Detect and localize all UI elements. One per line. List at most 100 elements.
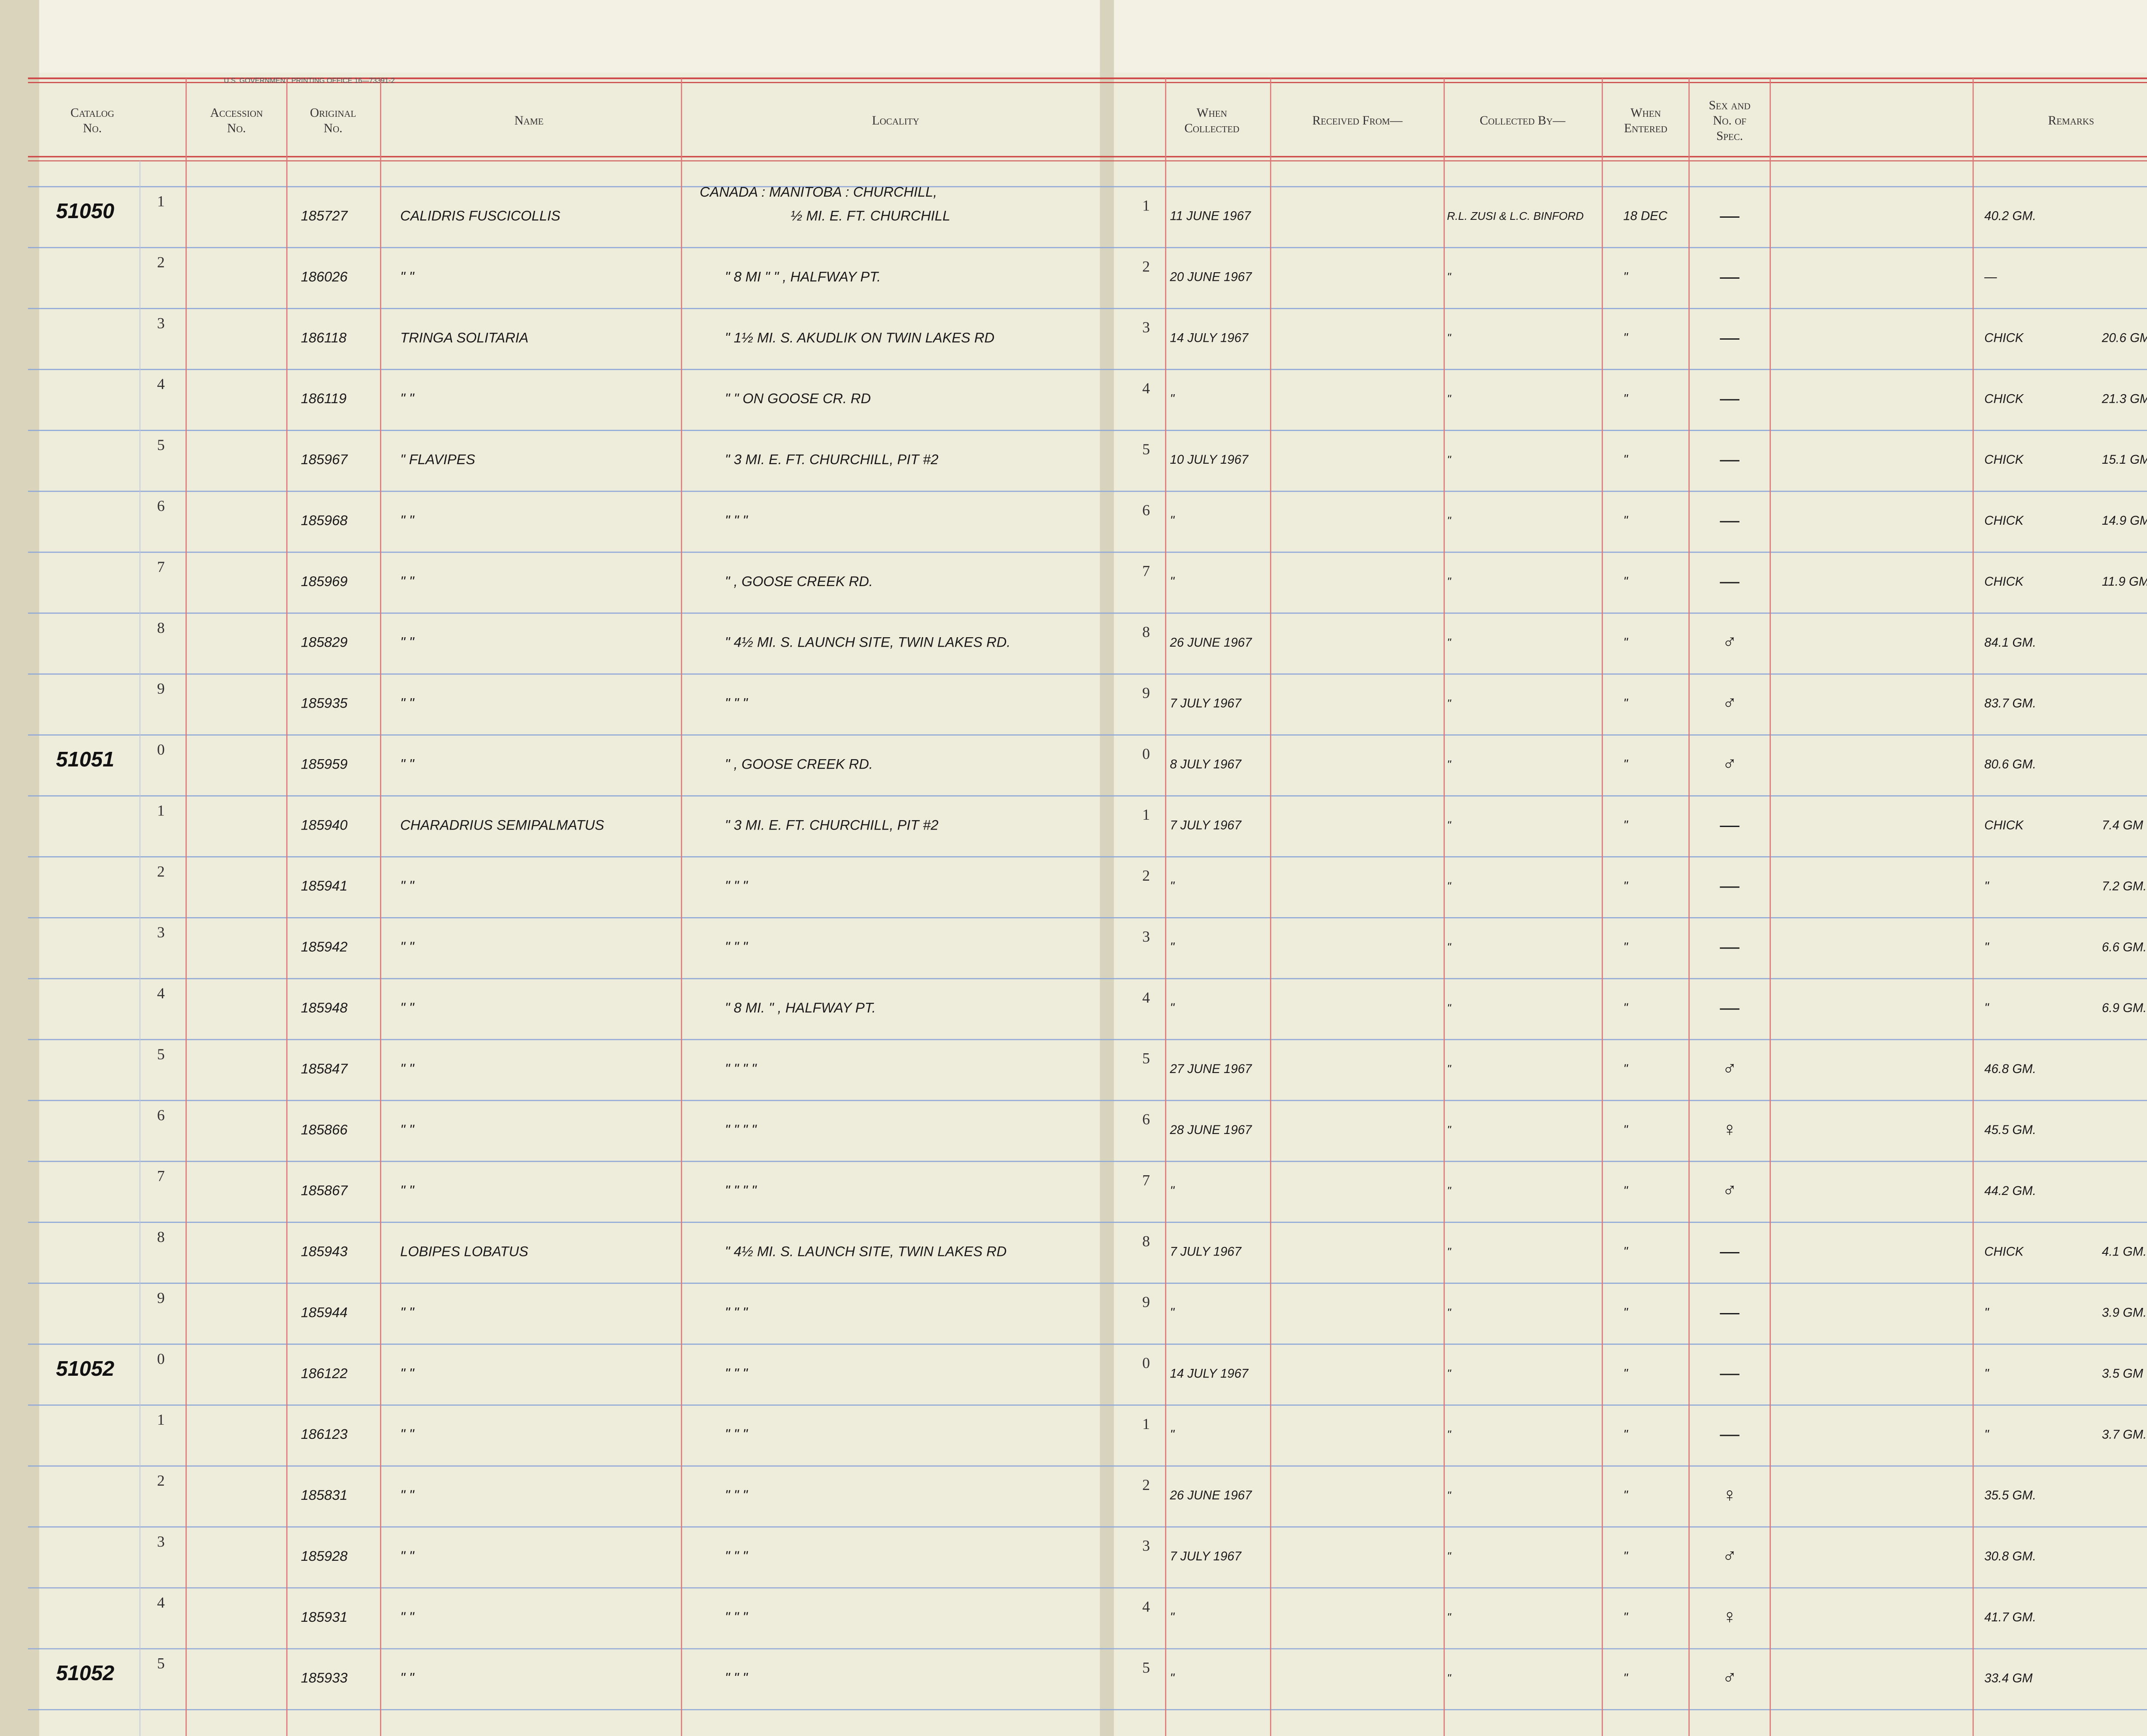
collected: ": [1170, 1001, 1175, 1015]
locality: " 3 MI. E. FT. CHURCHILL, PIT #2: [725, 452, 938, 467]
entered: 18 DEC: [1623, 209, 1667, 223]
line: 4: [157, 1594, 165, 1611]
sex: —: [1720, 509, 1739, 531]
line: 8: [157, 619, 165, 636]
collected: ": [1170, 1184, 1175, 1198]
sex: —: [1720, 204, 1739, 226]
column-header: When: [1630, 106, 1661, 120]
line: 2: [157, 1472, 165, 1489]
column-header: Catalog: [70, 106, 114, 120]
name: " ": [400, 574, 415, 589]
entered: ": [1623, 1306, 1628, 1320]
remarks: 84.1 GM.: [1984, 635, 2036, 650]
collected: ": [1170, 514, 1175, 528]
line: 8: [157, 1228, 165, 1246]
remarks: ": [1984, 940, 1989, 954]
name: " ": [400, 391, 415, 406]
collected-by: ": [1447, 1184, 1452, 1197]
name: " ": [400, 1061, 415, 1076]
line-digit: 3: [1142, 1537, 1150, 1554]
original: 185941: [301, 878, 348, 894]
column-header: Original: [310, 106, 356, 120]
original: 185935: [301, 696, 348, 711]
locality: " " ": [725, 1548, 748, 1564]
collected: 8 JULY 1967: [1170, 757, 1242, 772]
collected: ": [1170, 1427, 1175, 1441]
collected-by: ": [1447, 940, 1452, 953]
collected-by: ": [1447, 819, 1452, 832]
weight: 3.5 GM: [2102, 1366, 2144, 1380]
line: 4: [157, 985, 165, 1002]
line-digit: 1: [1142, 1415, 1150, 1432]
sex: —: [1720, 814, 1739, 836]
collected: 7 JULY 1967: [1170, 696, 1242, 711]
line-digit: 4: [1142, 1598, 1150, 1615]
line-digit: 3: [1142, 319, 1150, 336]
name: " ": [400, 1304, 415, 1320]
weight: 14.9 GM.: [2102, 514, 2147, 528]
catalog: 51051: [56, 748, 114, 771]
entered: ": [1623, 1123, 1628, 1137]
original: 185928: [301, 1548, 348, 1564]
entered: ": [1623, 1184, 1628, 1198]
collected: 7 JULY 1967: [1170, 1549, 1242, 1563]
original: 185866: [301, 1122, 348, 1137]
sex: —: [1720, 387, 1739, 409]
original: 185969: [301, 574, 348, 589]
column-header: Collected: [1184, 122, 1239, 135]
collected-by: ": [1447, 1245, 1452, 1258]
collected: ": [1170, 1610, 1175, 1624]
name: " ": [400, 1365, 415, 1381]
weight: 7.2 GM.: [2102, 879, 2147, 893]
sex: —: [1720, 1301, 1739, 1323]
remarks: CHICK: [1984, 514, 2024, 528]
line-digit: 9: [1142, 1293, 1150, 1310]
remarks: 33.4 GM: [1984, 1671, 2033, 1685]
column-header: No.: [83, 122, 102, 135]
weight: 4.1 GM.: [2102, 1245, 2147, 1259]
collected: ": [1170, 940, 1175, 954]
name: " ": [400, 1426, 415, 1442]
column-header: Remarks: [2048, 114, 2094, 128]
original: 185940: [301, 817, 348, 833]
locality: " " ": [725, 1487, 748, 1503]
remarks: 35.5 GM.: [1984, 1488, 2036, 1502]
collected-by: ": [1447, 636, 1452, 649]
sex: —: [1720, 1423, 1739, 1445]
entered: ": [1623, 514, 1628, 528]
sex: —: [1720, 448, 1739, 470]
sex: —: [1720, 1362, 1739, 1384]
line-digit: 7: [1142, 562, 1150, 580]
sex: —: [1720, 875, 1739, 897]
entered: ": [1623, 1001, 1628, 1015]
line-digit: 5: [1142, 441, 1150, 458]
weight: 7.4 GM: [2102, 818, 2144, 833]
line: 7: [157, 1167, 165, 1185]
remarks: 41.7 GM.: [1984, 1610, 2036, 1624]
locality: " 8 MI " " , HALFWAY PT.: [725, 269, 881, 284]
locality: " " ": [725, 878, 748, 894]
name: " ": [400, 1000, 415, 1015]
collected: 28 JUNE 1967: [1169, 1123, 1252, 1137]
line-digit: 4: [1142, 380, 1150, 397]
entered: ": [1623, 392, 1628, 406]
original: 186118: [301, 330, 347, 345]
column-header: Accession: [210, 106, 263, 120]
original: 185831: [301, 1487, 348, 1503]
entered: ": [1623, 1671, 1628, 1685]
column-header: Name: [514, 114, 544, 128]
remarks: ": [1984, 1306, 1989, 1320]
collected: 7 JULY 1967: [1170, 1245, 1242, 1259]
line: 4: [157, 375, 165, 392]
remarks: CHICK: [1984, 575, 2024, 589]
entered: ": [1623, 1245, 1628, 1259]
entered: ": [1623, 940, 1628, 954]
line: 5: [157, 436, 165, 453]
line-digit: 6: [1142, 1111, 1150, 1128]
name: " FLAVIPES: [400, 452, 475, 467]
collected-by: ": [1447, 271, 1452, 283]
sex: —: [1720, 265, 1739, 287]
name: " ": [400, 756, 415, 772]
line: 7: [157, 558, 165, 575]
